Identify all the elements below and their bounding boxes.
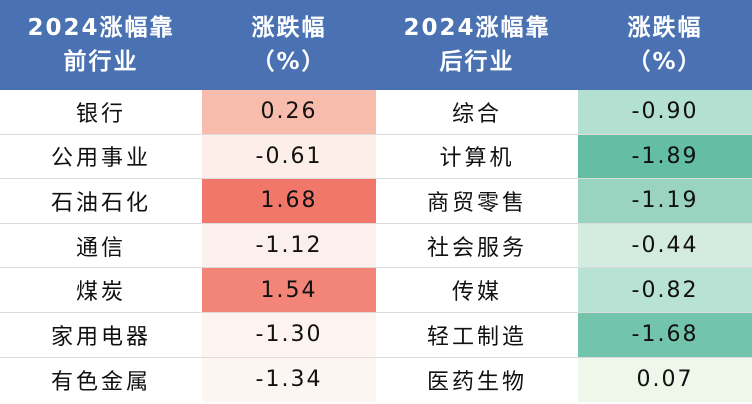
header-change-left: 涨跌幅 （%） [202, 0, 376, 90]
header-bottom-industries: 2024涨幅靠 后行业 [376, 0, 578, 90]
header-change-left-line1: 涨跌幅 [251, 15, 327, 41]
table-row: 煤炭 1.54 传媒 -0.82 [0, 268, 752, 313]
bottom-industry-name: 传媒 [451, 280, 502, 306]
bottom-industry-change: -1.89 [578, 134, 752, 179]
table-row: 银行 0.26 综合 -0.90 [0, 90, 752, 135]
top-industry-change: -1.34 [202, 357, 376, 403]
header-top-industries-line1: 2024涨幅靠 [27, 15, 175, 41]
bottom-industry-name: 商贸零售 [426, 190, 527, 216]
top-industry-name: 有色金属 [50, 369, 151, 395]
bottom-industry-change: -0.82 [578, 268, 752, 312]
header-change-right-line2: （%） [627, 49, 703, 75]
table-row: 公用事业 -0.61 计算机 -1.89 [0, 134, 752, 180]
header-bottom-industries-line2: 后行业 [439, 49, 515, 75]
header-top-industries: 2024涨幅靠 前行业 [0, 0, 202, 90]
table-body: 银行 0.26 综合 -0.90 公用事业 -0.61 计算机 -1.89 石油… [0, 90, 752, 403]
top-industry-change: -0.61 [202, 134, 376, 179]
header-change-left-line2: （%） [251, 49, 327, 75]
header-bottom-industries-line1: 2024涨幅靠 [403, 15, 551, 41]
bottom-industry-name: 轻工制造 [426, 324, 527, 350]
table-row: 通信 -1.12 社会服务 -0.44 [0, 223, 752, 269]
bottom-industry-name: 医药生物 [426, 369, 527, 395]
top-industry-change: -1.12 [202, 223, 376, 268]
top-industry-change: 0.26 [202, 90, 376, 134]
table-row: 有色金属 -1.34 医药生物 0.07 [0, 357, 752, 403]
header-change-right-line1: 涨跌幅 [627, 15, 703, 41]
bottom-industry-name: 社会服务 [426, 235, 527, 261]
bottom-industry-name: 计算机 [439, 146, 515, 172]
bottom-industry-change: 0.07 [578, 357, 752, 403]
top-industry-name: 公用事业 [50, 146, 151, 172]
header-top-industries-line2: 前行业 [63, 49, 139, 75]
bottom-industry-change: -1.68 [578, 312, 752, 357]
bottom-industry-change: -0.44 [578, 223, 752, 268]
top-industry-name: 家用电器 [50, 324, 151, 350]
top-industry-change: -1.30 [202, 312, 376, 357]
bottom-industry-change: -1.19 [578, 179, 752, 223]
header-change-right: 涨跌幅 （%） [578, 0, 752, 90]
bottom-industry-change: -0.90 [578, 90, 752, 134]
table-row: 家用电器 -1.30 轻工制造 -1.68 [0, 312, 752, 358]
top-industry-change: 1.68 [202, 179, 376, 223]
top-industry-name: 石油石化 [50, 190, 151, 216]
table-row: 石油石化 1.68 商贸零售 -1.19 [0, 179, 752, 224]
top-industry-name: 煤炭 [75, 280, 126, 306]
top-industry-name: 通信 [75, 235, 126, 261]
table-header: 2024涨幅靠 前行业 涨跌幅 （%） 2024涨幅靠 后行业 涨跌幅 （%） [0, 0, 752, 90]
bottom-industry-name: 综合 [451, 101, 502, 127]
top-industry-change: 1.54 [202, 268, 376, 312]
top-industry-name: 银行 [75, 101, 126, 127]
